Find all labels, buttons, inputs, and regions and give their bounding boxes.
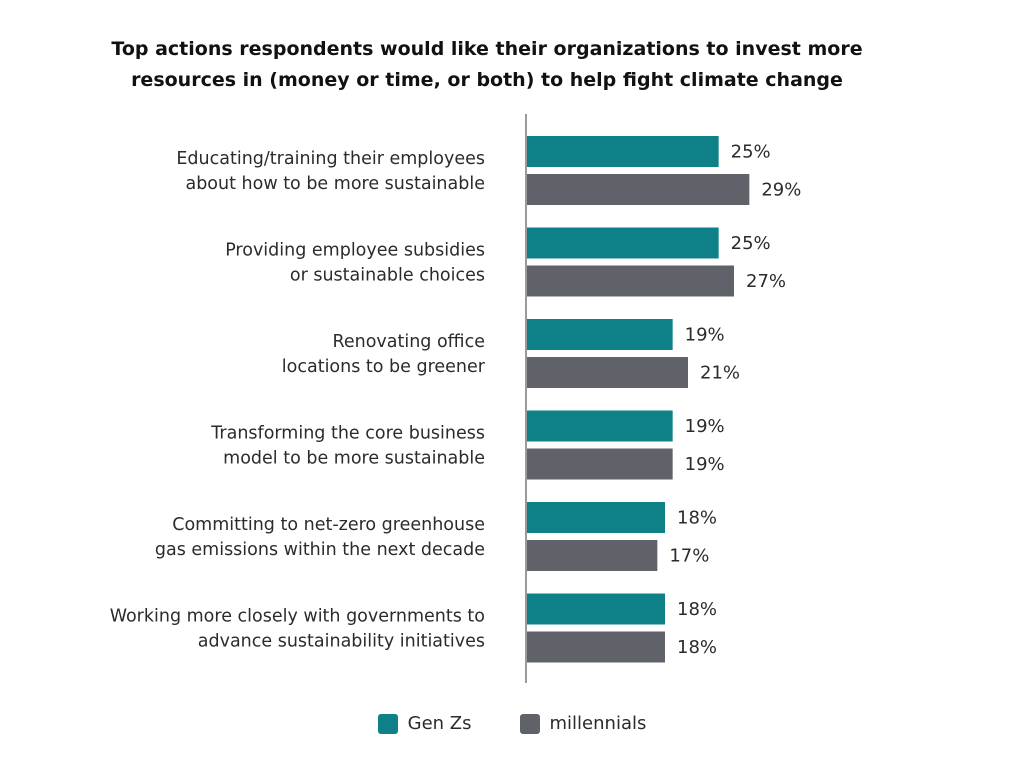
category-label: Renovating office locations to be greener (282, 332, 486, 377)
category-label: Working more closely with governments to… (110, 607, 485, 652)
data-label: 17% (669, 546, 709, 567)
legend-swatch-millennials (519, 713, 540, 734)
data-label: 29% (761, 180, 801, 201)
category-label: Transforming the core business model to b… (210, 424, 485, 469)
bar-millennials (527, 540, 658, 571)
bar-millennials (527, 448, 673, 480)
chart-title-line-1: Top actions respondents would like their… (111, 38, 863, 60)
data-label: 18% (677, 637, 717, 658)
category-label-line: locations to be greener (282, 357, 486, 377)
category-label-line: gas emissions within the next decade (155, 540, 485, 560)
data-label: 18% (677, 599, 717, 620)
bar-gen-zs (527, 502, 665, 533)
category-label: Providing employee subsidies or sustainab… (225, 241, 485, 286)
data-label: 18% (677, 508, 717, 529)
bar-gen-zs (527, 227, 719, 259)
legend: Gen Zs millennials (0, 713, 1024, 734)
data-label: 21% (700, 363, 740, 384)
chart-title: Top actions respondents would like their… (62, 34, 912, 96)
legend-label-millennials: millennials (549, 713, 647, 734)
bar-gen-zs (527, 319, 673, 350)
legend-label-gen-zs: Gen Zs (407, 713, 472, 734)
legend-swatch-gen-zs (377, 713, 398, 734)
data-label: 25% (731, 233, 771, 254)
category-label-line: Working more closely with governments to (110, 607, 485, 627)
data-label: 19% (685, 416, 725, 437)
category-label-line: advance sustainability initiatives (198, 632, 485, 652)
bar-millennials (527, 357, 688, 388)
data-label: 19% (685, 325, 725, 346)
category-label-line: model to be more sustainable (223, 449, 485, 469)
data-label: 27% (746, 271, 786, 292)
bar-millennials (527, 265, 734, 297)
bar-millennials (527, 174, 750, 205)
category-label-line: Transforming the core business (210, 424, 485, 444)
category-label: Committing to net-zero greenhouse gas emi… (155, 515, 485, 560)
legend-item-gen-zs: Gen Zs (377, 713, 472, 734)
category-label-line: about how to be more sustainable (185, 174, 485, 194)
category-label-line: or sustainable choices (290, 266, 485, 286)
bar-gen-zs (527, 593, 665, 625)
data-label: 25% (731, 142, 771, 163)
data-label: 19% (685, 454, 725, 475)
category-label-line: Providing employee subsidies (225, 241, 485, 261)
bar-gen-zs (527, 136, 719, 167)
legend-item-millennials: millennials (519, 713, 647, 734)
category-label-line: Educating/training their employees (176, 149, 485, 169)
bar-millennials (527, 631, 665, 663)
category-label-line: Renovating office (332, 332, 485, 352)
category-label: Educating/training their employees about … (176, 149, 485, 194)
category-label-line: Committing to net-zero greenhouse (172, 515, 485, 535)
bar-gen-zs (527, 410, 673, 442)
chart-title-line-2: resources in (money or time, or both) to… (131, 69, 843, 91)
